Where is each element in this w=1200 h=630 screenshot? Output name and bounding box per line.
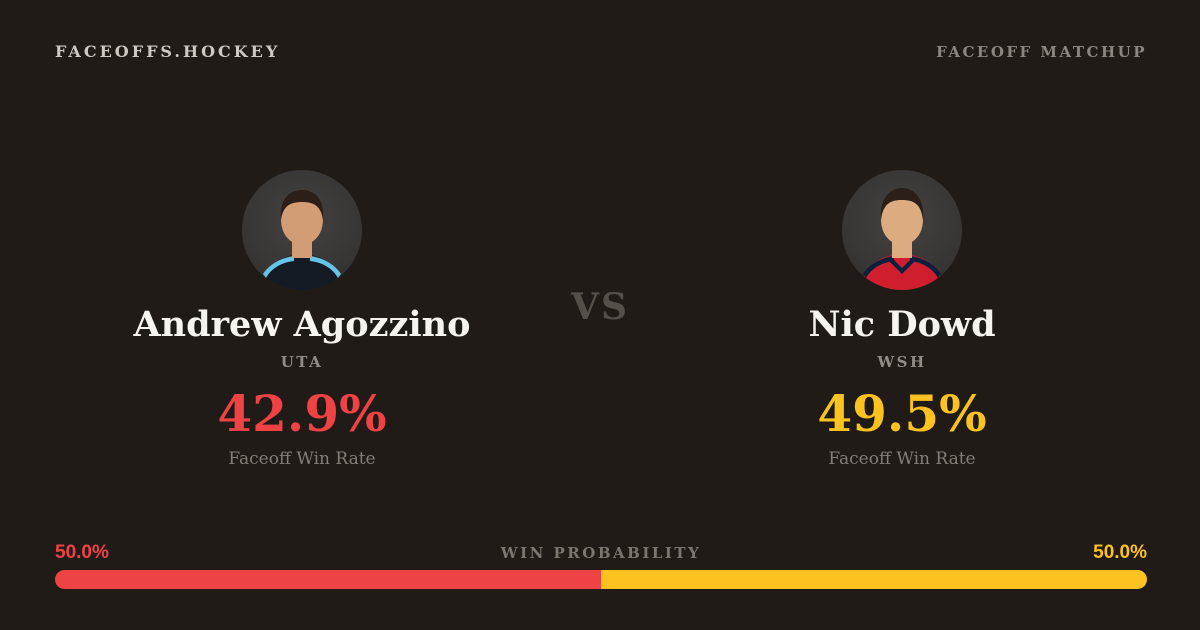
- player-headshot-icon: [860, 188, 944, 290]
- win-probability-left-value: 50.0%: [55, 542, 109, 563]
- player-headshot-icon: [260, 190, 344, 290]
- win-probability-labels: 50.0% WIN PROBABILITY 50.0%: [55, 542, 1147, 564]
- faceoff-win-rate-value: 49.5%: [817, 383, 987, 443]
- team-code: WSH: [877, 352, 927, 371]
- vs-label: VS: [571, 286, 629, 328]
- player-name: Andrew Agozzino: [133, 304, 471, 345]
- site-brand: FACEOFFS.HOCKEY: [55, 42, 281, 61]
- player-avatar-right: [842, 170, 962, 290]
- win-probability-bar-right: [601, 570, 1147, 589]
- win-probability-title: WIN PROBABILITY: [500, 544, 702, 562]
- faceoff-win-rate-label: Faceoff Win Rate: [228, 448, 376, 469]
- player-card-left: Andrew Agozzino UTA 42.9% Faceoff Win Ra…: [52, 170, 552, 469]
- win-probability-right-value: 50.0%: [1093, 542, 1147, 563]
- faceoff-win-rate-label: Faceoff Win Rate: [828, 448, 976, 469]
- win-probability-bar-left: [55, 570, 601, 589]
- header: FACEOFFS.HOCKEY FACEOFF MATCHUP: [55, 42, 1147, 61]
- faceoff-win-rate-value: 42.9%: [217, 383, 387, 443]
- win-probability-bar: [55, 570, 1147, 589]
- team-code: UTA: [280, 352, 324, 371]
- page-title: FACEOFF MATCHUP: [936, 43, 1147, 61]
- player-avatar-left: [242, 170, 362, 290]
- player-card-right: Nic Dowd WSH 49.5% Faceoff Win Rate: [652, 170, 1152, 469]
- player-name: Nic Dowd: [808, 304, 996, 345]
